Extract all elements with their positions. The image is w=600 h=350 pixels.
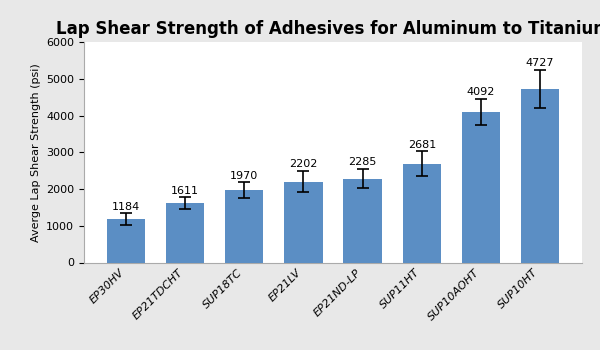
Text: 1611: 1611 [171,186,199,196]
Bar [462,112,500,262]
Y-axis label: Averge Lap Shear Strength (psi): Averge Lap Shear Strength (psi) [31,63,41,242]
Text: 2285: 2285 [349,157,377,167]
Title: Lap Shear Strength of Adhesives for Aluminum to Titanium: Lap Shear Strength of Adhesives for Alum… [56,20,600,38]
Text: 1970: 1970 [230,170,259,181]
Bar [166,203,204,262]
Bar [521,89,559,262]
Text: 2681: 2681 [407,140,436,150]
Text: 1184: 1184 [112,202,140,212]
Bar [225,190,263,262]
Bar [107,219,145,262]
Text: 4727: 4727 [526,58,554,68]
Text: 4092: 4092 [467,87,495,97]
Bar [403,164,441,262]
Text: 2202: 2202 [289,159,317,169]
Bar [343,178,382,262]
Bar [284,182,323,262]
